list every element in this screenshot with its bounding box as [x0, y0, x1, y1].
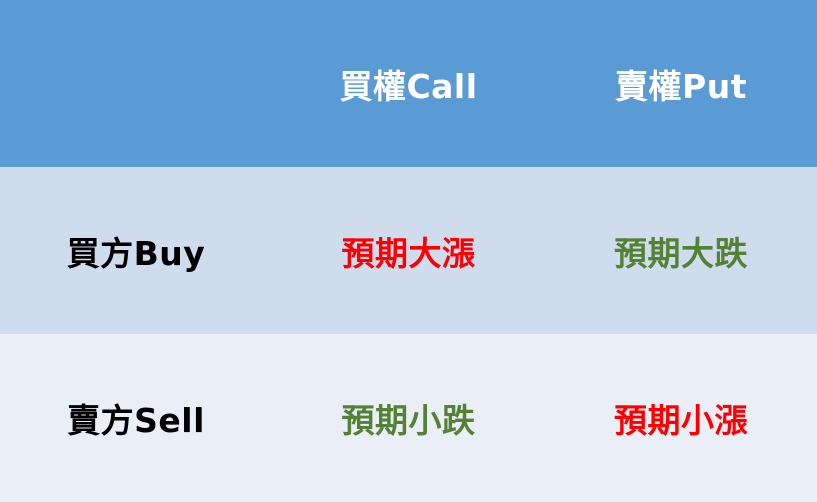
buy-put-expectation: 預期大跌 [614, 233, 748, 273]
header-call-cell: 買權Call [272, 0, 545, 167]
sell-side-label: 賣方Sell [67, 401, 205, 440]
header-corner-cell [0, 0, 272, 167]
buy-call-cell: 預期大漲 [272, 167, 545, 334]
buy-call-expectation: 預期大漲 [341, 233, 476, 273]
sell-call-expectation: 預期小跌 [341, 401, 476, 440]
buy-side-label: 買方Buy [66, 233, 206, 273]
header-call-label: 買權Call [339, 66, 478, 106]
buy-side-cell: 買方Buy [0, 167, 272, 334]
header-put-cell: 賣權Put [545, 0, 817, 167]
header-put-label: 賣權Put [615, 66, 747, 106]
sell-put-expectation: 預期小漲 [614, 401, 748, 440]
sell-side-cell: 賣方Sell [0, 334, 272, 502]
sell-put-cell: 預期小漲 [545, 334, 817, 502]
buy-put-cell: 預期大跌 [545, 167, 817, 334]
sell-call-cell: 預期小跌 [272, 334, 545, 502]
